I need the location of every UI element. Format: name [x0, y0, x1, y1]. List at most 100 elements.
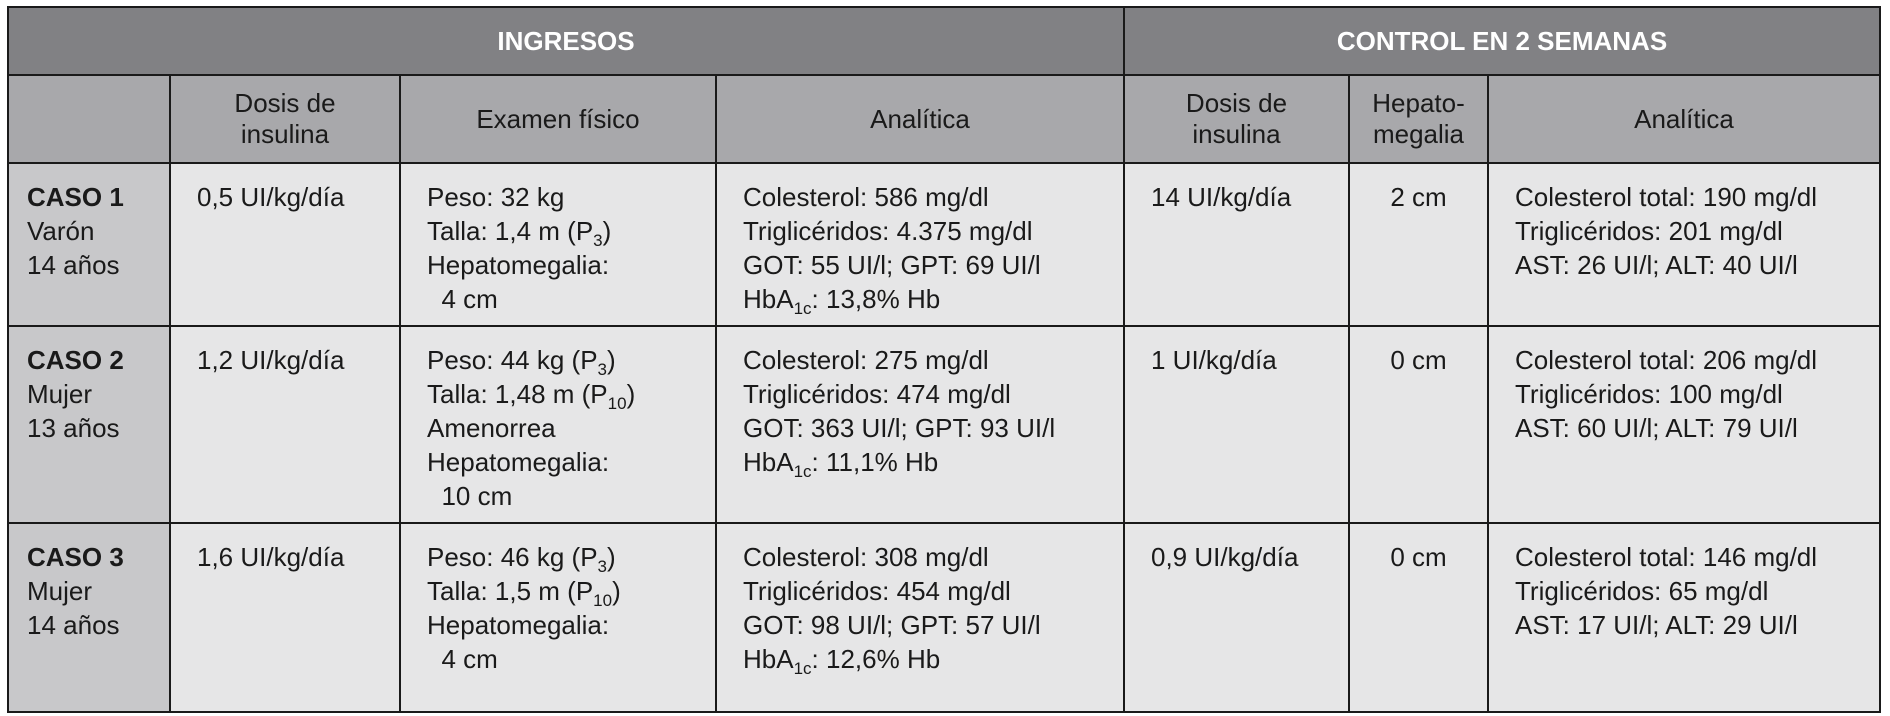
text: 0,9 UI/kg/día	[1151, 542, 1299, 572]
cell-line: HbA1c: 13,8% Hb	[743, 282, 1123, 318]
data-cell: 1,6 UI/kg/día	[169, 522, 401, 713]
data-cell: Colesterol: 586 mg/dl Triglicéridos: 4.37…	[715, 162, 1125, 327]
text: AST: 26 UI/l; ALT: 40 UI/l	[1515, 250, 1798, 280]
text: Colesterol: 275 mg/dl	[743, 345, 989, 375]
data-cell: 0,5 UI/kg/día	[169, 162, 401, 327]
cell-line: Triglicéridos: 474 mg/dl	[743, 377, 1123, 411]
cell-line: 0 cm	[1350, 540, 1487, 574]
case-info: Mujer	[27, 576, 93, 606]
text: )	[607, 345, 616, 375]
text: 14 UI/kg/día	[1151, 182, 1292, 212]
cell-line: 0 cm	[1350, 343, 1487, 377]
header-line: Examen físico	[476, 103, 640, 134]
cell-line: Peso: 44 kg (P3)	[427, 343, 715, 379]
text: GOT: 363 UI/l; GPT: 93 UI/l	[743, 413, 1056, 443]
table-row: CASO 1 Varón 14 años 0,5 UI/kg/día Peso: 32 …	[7, 162, 1881, 327]
cell-line: Colesterol total: 146 mg/dl	[1515, 540, 1879, 574]
data-cell: Peso: 46 kg (P3) Talla: 1,5 m (P10) Hepato…	[399, 522, 717, 713]
cell-line: Talla: 1,4 m (P3)	[427, 214, 715, 250]
cell-line: Triglicéridos: 201 mg/dl	[1515, 214, 1879, 248]
header-line: insulina	[240, 119, 330, 149]
case-id: CASO 3	[27, 542, 124, 572]
header-line: insulina	[1192, 119, 1281, 149]
group-header: INGRESOS	[7, 6, 1125, 76]
cell-line: HbA1c: 11,1% Hb	[743, 445, 1123, 480]
case-info: 14 años	[27, 610, 120, 640]
cell-line: Colesterol: 586 mg/dl	[743, 180, 1123, 214]
cell-line: 2 cm	[1350, 180, 1487, 214]
cell-line: 10 cm	[427, 479, 715, 513]
cell-line: Triglicéridos: 454 mg/dl	[743, 574, 1123, 608]
data-cell: 0 cm	[1348, 325, 1489, 524]
data-table: INGRESOS CONTROL EN 2 SEMANAS Dosis de in…	[7, 6, 1881, 713]
subscript: 10	[593, 591, 613, 610]
data-cell: 0,9 UI/kg/día	[1123, 522, 1350, 713]
case-cell: CASO 1 Varón 14 años	[7, 162, 171, 327]
data-cell: 1 UI/kg/día	[1123, 325, 1350, 524]
subscript: 1c	[793, 659, 812, 678]
text: HbA	[743, 447, 794, 477]
case-info: 14 años	[27, 250, 120, 280]
text: Talla: 1,48 m (P	[427, 379, 608, 409]
column-row: Dosis de insulina Examen físico Analítica Do…	[7, 74, 1881, 164]
subscript: 3	[597, 557, 608, 576]
cell-line: 1 UI/kg/día	[1151, 343, 1348, 377]
cell-line: 14 UI/kg/día	[1151, 180, 1348, 214]
subscript: 1c	[793, 299, 812, 318]
table-row: CASO 2 Mujer 13 años 1,2 UI/kg/día Peso: 44 …	[7, 325, 1881, 524]
text: HbA	[743, 284, 794, 314]
text: Hepatomegalia:	[427, 447, 610, 477]
cell-line: AST: 17 UI/l; ALT: 29 UI/l	[1515, 608, 1879, 642]
text: )	[612, 576, 621, 606]
cell-line: Peso: 32 kg	[427, 180, 715, 214]
text: 10 cm	[427, 481, 513, 511]
table-row: CASO 3 Mujer 14 años 1,6 UI/kg/día Peso: 46 …	[7, 522, 1881, 713]
subscript: 3	[593, 231, 603, 250]
text: Triglicéridos: 100 mg/dl	[1515, 379, 1783, 409]
case-info: Varón	[27, 216, 95, 246]
header-line: megalia	[1372, 119, 1465, 149]
column-header: Analítica	[1487, 74, 1881, 164]
data-cell: Peso: 32 kg Talla: 1,4 m (P3) Hepatomegali…	[399, 162, 717, 327]
table-body: CASO 1 Varón 14 años 0,5 UI/kg/día Peso: 32 …	[7, 162, 1881, 713]
text: Colesterol total: 206 mg/dl	[1515, 345, 1818, 375]
group-header: CONTROL EN 2 SEMANAS	[1123, 6, 1881, 76]
header-line: Dosis de	[234, 88, 336, 118]
text: 4 cm	[427, 284, 498, 314]
text: Colesterol: 586 mg/dl	[743, 182, 989, 212]
text: Colesterol total: 190 mg/dl	[1515, 182, 1818, 212]
text: Triglicéridos: 474 mg/dl	[743, 379, 1011, 409]
data-cell: Colesterol total: 146 mg/dl Triglicéridos…	[1487, 522, 1881, 713]
cell-line: Colesterol total: 206 mg/dl	[1515, 343, 1879, 377]
data-cell: 14 UI/kg/día	[1123, 162, 1350, 327]
data-cell: 0 cm	[1348, 522, 1489, 713]
cell-line: AST: 26 UI/l; ALT: 40 UI/l	[1515, 248, 1879, 282]
case-info: 13 años	[27, 413, 120, 443]
text: : 11,1% Hb	[811, 447, 939, 477]
subscript: 3	[597, 360, 608, 379]
text: 1,6 UI/kg/día	[197, 542, 345, 572]
case-cell: CASO 2 Mujer 13 años	[7, 325, 171, 524]
data-cell: 2 cm	[1348, 162, 1489, 327]
text: )	[607, 542, 616, 572]
text: Talla: 1,4 m (P	[427, 216, 594, 246]
group-row: INGRESOS CONTROL EN 2 SEMANAS	[7, 6, 1881, 76]
text: Hepatomegalia:	[427, 610, 610, 640]
text: GOT: 98 UI/l; GPT: 57 UI/l	[743, 610, 1041, 640]
case-info: Mujer	[27, 379, 93, 409]
text: GOT: 55 UI/l; GPT: 69 UI/l	[743, 250, 1041, 280]
text: 0,5 UI/kg/día	[197, 182, 345, 212]
text: 0 cm	[1390, 542, 1447, 572]
data-cell: Colesterol: 308 mg/dl Triglicéridos: 454 …	[715, 522, 1125, 713]
header-line: Dosis de	[1185, 88, 1288, 118]
cell-line: Colesterol total: 190 mg/dl	[1515, 180, 1879, 214]
cell-line: GOT: 98 UI/l; GPT: 57 UI/l	[743, 608, 1123, 642]
cell-line: 4 cm	[427, 282, 715, 316]
cell-line: Triglicéridos: 4.375 mg/dl	[743, 214, 1123, 248]
cell-line: GOT: 55 UI/l; GPT: 69 UI/l	[743, 248, 1123, 282]
cell-line: Colesterol: 308 mg/dl	[743, 540, 1123, 574]
cell-line: 4 cm	[427, 642, 715, 676]
cell-line: Triglicéridos: 100 mg/dl	[1515, 377, 1879, 411]
text: Talla: 1,5 m (P	[427, 576, 594, 606]
cell-line: 1,6 UI/kg/día	[197, 540, 399, 574]
